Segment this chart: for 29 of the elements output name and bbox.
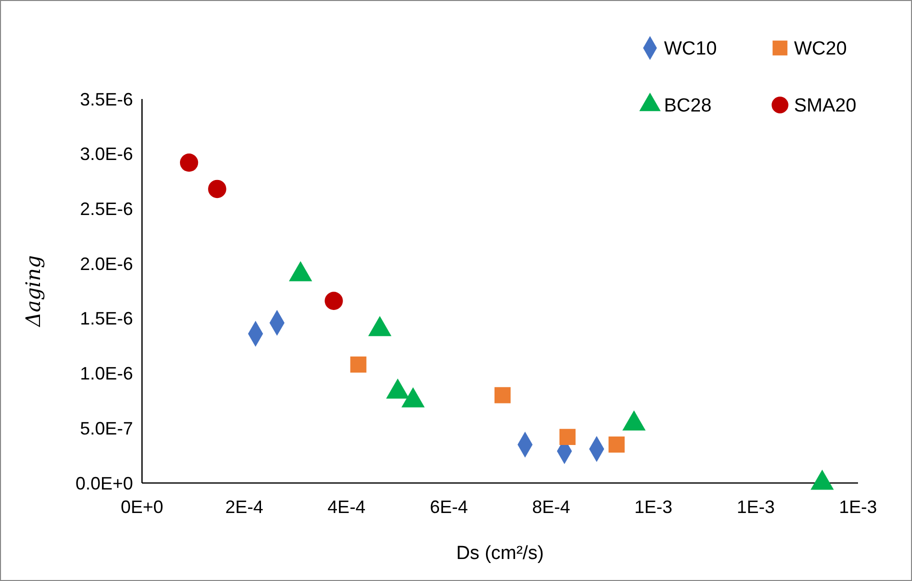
x-tick-label: 2E-4 <box>225 497 264 517</box>
legend-label: SMA20 <box>794 96 856 117</box>
y-tick-label: 2.0E-6 <box>80 254 133 274</box>
point <box>608 436 625 453</box>
point <box>324 292 343 310</box>
point <box>208 180 226 198</box>
x-tick-label: 0E+0 <box>120 497 164 517</box>
point <box>559 428 576 445</box>
y-tick-label: 3.5E-6 <box>80 89 133 110</box>
legend-label: WC20 <box>794 38 847 60</box>
legend-label: WC10 <box>664 38 717 60</box>
x-tick-label: 8E-4 <box>532 497 570 517</box>
y-tick-label: 1.0E-6 <box>80 364 133 384</box>
x-tick-label: 1E-3 <box>736 497 775 517</box>
point <box>494 387 511 404</box>
point <box>180 154 198 172</box>
y-tick-label: 0.0E+0 <box>75 473 133 494</box>
y-tick-label: 1.5E-6 <box>80 308 133 329</box>
x-axis-title: Ds (cm²/s) <box>456 543 544 564</box>
y-tick-label: 3.0E-6 <box>80 144 133 164</box>
y-tick-label: 2.5E-6 <box>80 199 133 220</box>
point <box>350 356 366 373</box>
x-tick-label: 6E-4 <box>430 497 468 517</box>
y-axis-title: Δaging <box>21 255 45 328</box>
x-tick-label: 1E-3 <box>634 497 672 517</box>
x-tick-label: 4E-4 <box>328 497 366 517</box>
legend-label: BC28 <box>664 96 712 117</box>
y-tick-label: 5.0E-7 <box>80 418 133 438</box>
x-tick-label: 1E-3 <box>838 497 878 517</box>
